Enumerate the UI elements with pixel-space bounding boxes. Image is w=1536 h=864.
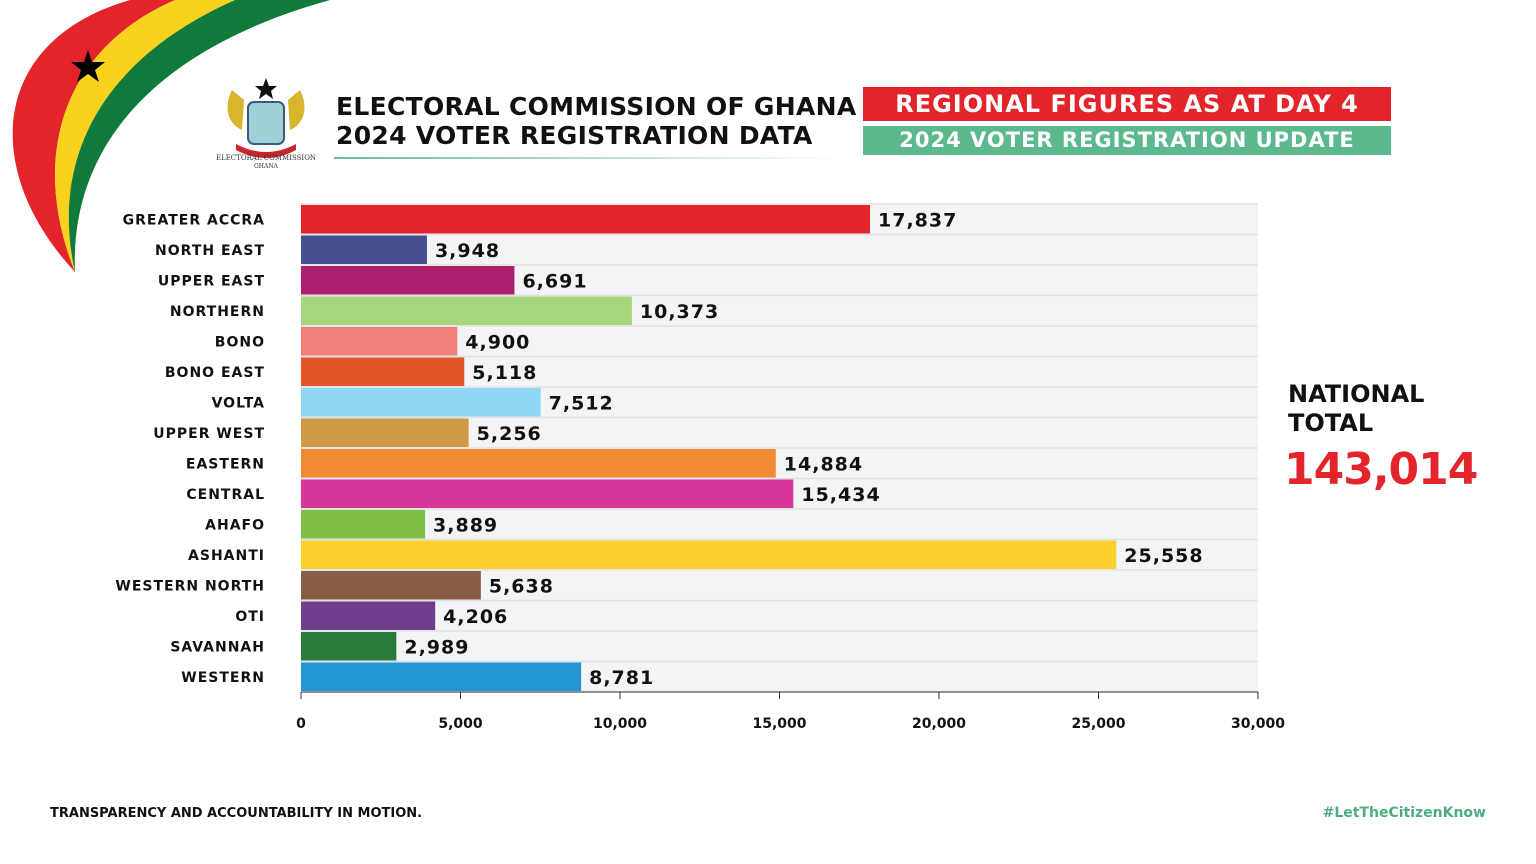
category-label: GREATER ACCRA <box>123 212 265 228</box>
title-line-1: ELECTORAL COMMISSION OF GHANA <box>336 92 857 121</box>
ghana-flag-ribbon <box>12 0 331 272</box>
x-tick-label: 0 <box>296 716 306 732</box>
value-label: 3,948 <box>435 240 500 262</box>
bar-bono <box>301 327 458 356</box>
svg-text:GHANA: GHANA <box>254 163 279 170</box>
x-tick-label: 10,000 <box>593 716 647 732</box>
category-label: NORTHERN <box>170 304 265 320</box>
svg-text:ELECTORAL COMMISSION: ELECTORAL COMMISSION <box>216 154 316 162</box>
value-label: 6,691 <box>522 270 587 292</box>
electoral-commission-logo: ELECTORAL COMMISSION GHANA <box>216 78 316 170</box>
bar-upper-east <box>301 266 515 295</box>
bar-ahafo <box>301 510 426 539</box>
bar-greater-accra <box>301 205 871 234</box>
x-tick-label: 5,000 <box>438 716 483 732</box>
bar-ashanti <box>301 540 1117 569</box>
value-label: 4,900 <box>465 331 530 353</box>
value-label: 17,837 <box>878 209 957 231</box>
category-label: SAVANNAH <box>170 639 265 655</box>
x-tick-label: 20,000 <box>912 716 966 732</box>
category-label: UPPER WEST <box>153 426 265 442</box>
value-label: 8,781 <box>589 667 654 689</box>
bar-western-north <box>301 571 481 600</box>
value-label: 2,989 <box>404 636 469 658</box>
value-label: 3,889 <box>433 514 498 536</box>
banner-registration-update: 2024 VOTER REGISTRATION UPDATE <box>863 126 1391 155</box>
category-label: OTI <box>235 609 265 625</box>
national-total-label: NATIONAL TOTAL <box>1288 380 1424 438</box>
bar-savannah <box>301 632 397 661</box>
page-title: ELECTORAL COMMISSION OF GHANA 2024 VOTER… <box>336 92 857 150</box>
category-label: ASHANTI <box>188 548 265 564</box>
value-label: 5,118 <box>472 362 537 384</box>
bar-north-east <box>301 235 427 264</box>
bar-bono-east <box>301 357 465 386</box>
category-label: BONO <box>215 334 265 350</box>
category-label: VOLTA <box>212 395 265 411</box>
value-label: 5,256 <box>477 423 542 445</box>
x-tick-label: 15,000 <box>752 716 806 732</box>
category-label: CENTRAL <box>186 487 265 503</box>
black-star-icon <box>71 50 105 82</box>
bar-oti <box>301 601 436 630</box>
bar-western <box>301 662 582 691</box>
footer-tagline: TRANSPARENCY AND ACCOUNTABILITY IN MOTIO… <box>50 806 423 821</box>
category-label: AHAFO <box>205 517 265 533</box>
value-label: 5,638 <box>489 575 554 597</box>
value-label: 25,558 <box>1124 545 1203 567</box>
national-label-line-1: NATIONAL <box>1288 380 1425 408</box>
category-label: BONO EAST <box>165 365 265 381</box>
x-tick-label: 30,000 <box>1231 716 1285 732</box>
value-label: 15,434 <box>801 484 880 506</box>
category-label: WESTERN NORTH <box>115 578 265 594</box>
national-label-line-2: TOTAL <box>1288 409 1374 437</box>
category-label: UPPER EAST <box>158 273 265 289</box>
title-line-2: 2024 VOTER REGISTRATION DATA <box>336 121 813 150</box>
value-label: 7,512 <box>549 392 614 414</box>
value-label: 4,206 <box>443 606 508 628</box>
banner-regional-figures: REGIONAL FIGURES AS AT DAY 4 <box>863 87 1391 121</box>
x-tick-label: 25,000 <box>1071 716 1125 732</box>
category-label: WESTERN <box>181 670 265 686</box>
bar-northern <box>301 296 632 325</box>
bar-central <box>301 479 794 508</box>
national-total-value: 143,014 <box>1284 444 1478 495</box>
bar-volta <box>301 388 541 417</box>
title-divider <box>334 157 844 159</box>
value-label: 10,373 <box>640 301 719 323</box>
bar-eastern <box>301 449 776 478</box>
category-label: EASTERN <box>186 456 265 472</box>
value-label: 14,884 <box>784 453 863 475</box>
bar-upper-west <box>301 418 469 447</box>
footer-hashtag: #LetTheCitizenKnow <box>1322 805 1486 821</box>
category-label: NORTH EAST <box>155 243 265 259</box>
